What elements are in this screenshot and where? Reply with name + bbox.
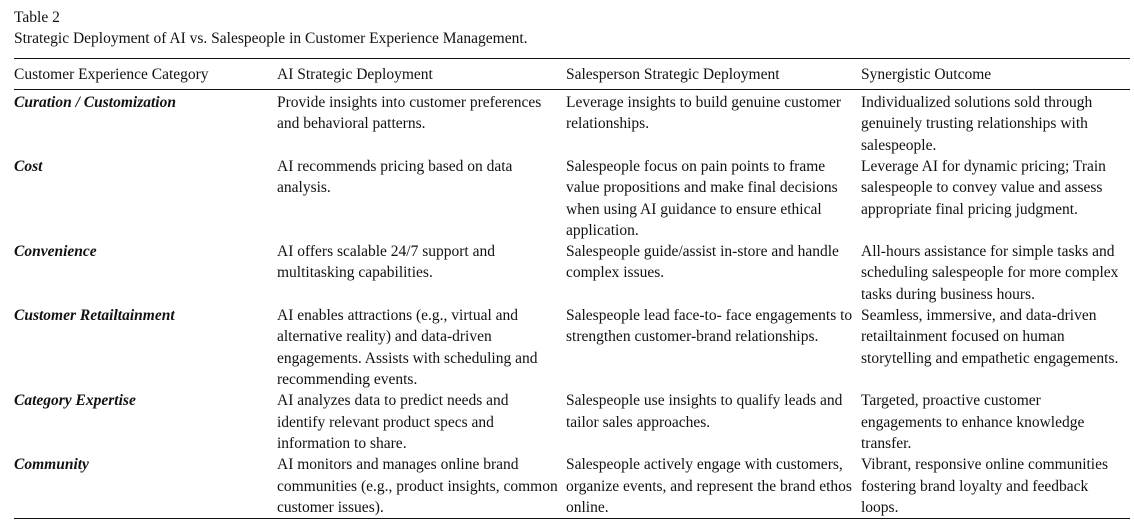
- header-ai: AI Strategic Deployment: [277, 66, 433, 83]
- salesperson-cell: Leverage insights to build genuine custo…: [566, 94, 842, 133]
- ai-cell: AI recommends pricing based on data anal…: [277, 158, 513, 197]
- table-header: Customer Experience Category AI Strategi…: [14, 59, 1130, 90]
- category-cell: Curation / Customization: [14, 94, 176, 111]
- category-cell: Category Expertise: [14, 392, 136, 410]
- header-outcome: Synergistic Outcome: [861, 66, 992, 83]
- ai-cell: AI monitors and manages online brand com…: [277, 456, 558, 516]
- table-top-rule: [14, 58, 1130, 59]
- ai-cell: AI analyzes data to predict needs and id…: [277, 392, 509, 452]
- table-row: Curation / Customization Provide insight…: [14, 89, 1130, 157]
- outcome-cell: Individualized solutions sold through ge…: [861, 94, 1093, 154]
- table-row: Customer Retailtainment AI enables attra…: [14, 305, 1130, 390]
- salesperson-cell: Salespeople use insights to qualify lead…: [566, 392, 843, 431]
- outcome-cell: Leverage AI for dynamic pricing; Train s…: [861, 158, 1106, 218]
- header-row: Customer Experience Category AI Strategi…: [14, 59, 1130, 90]
- table-label: Table 2: [14, 9, 60, 26]
- category-cell: Customer Retailtainment: [14, 307, 175, 325]
- salesperson-cell: Salespeople guide/assist in-store and ha…: [566, 243, 839, 282]
- header-salesperson: Salesperson Strategic Deployment: [566, 66, 780, 83]
- outcome-cell: Vibrant, responsive online communities f…: [861, 456, 1109, 516]
- salesperson-cell: Salespeople actively engage with custome…: [566, 456, 852, 516]
- salesperson-cell: Salespeople focus on pain points to fram…: [566, 158, 838, 239]
- outcome-cell: All-hours assistance for simple tasks an…: [861, 243, 1119, 303]
- table-row: Convenience AI offers scalable 24/7 supp…: [14, 241, 1130, 305]
- category-cell: Cost: [14, 158, 43, 175]
- outcome-cell: Targeted, proactive customer engagements…: [861, 392, 1085, 452]
- salesperson-cell: Salespeople lead face-to- face engagemen…: [566, 307, 853, 346]
- table-row: Cost AI recommends pricing based on data…: [14, 156, 1130, 241]
- table-bottom-rule: [14, 518, 1130, 520]
- ai-cell: AI enables attractions (e.g., virtual an…: [277, 307, 538, 389]
- strategy-table: Customer Experience Category AI Strategi…: [14, 59, 1130, 518]
- ai-cell: Provide insights into customer preferenc…: [277, 94, 542, 133]
- table-row: Category Expertise AI analyzes data to p…: [14, 390, 1130, 454]
- header-category: Customer Experience Category: [14, 66, 209, 83]
- document-page: Table 2 Strategic Deployment of AI vs. S…: [14, 8, 1130, 520]
- table-body: Curation / Customization Provide insight…: [14, 89, 1130, 519]
- table-row: Community AI monitors and manages online…: [14, 454, 1130, 518]
- category-cell: Convenience: [14, 243, 97, 261]
- category-cell: Community: [14, 456, 89, 474]
- outcome-cell: Seamless, immersive, and data-driven ret…: [861, 307, 1119, 367]
- table-title: Strategic Deployment of AI vs. Salespeop…: [14, 30, 528, 47]
- ai-cell: AI offers scalable 24/7 support and mult…: [277, 243, 495, 282]
